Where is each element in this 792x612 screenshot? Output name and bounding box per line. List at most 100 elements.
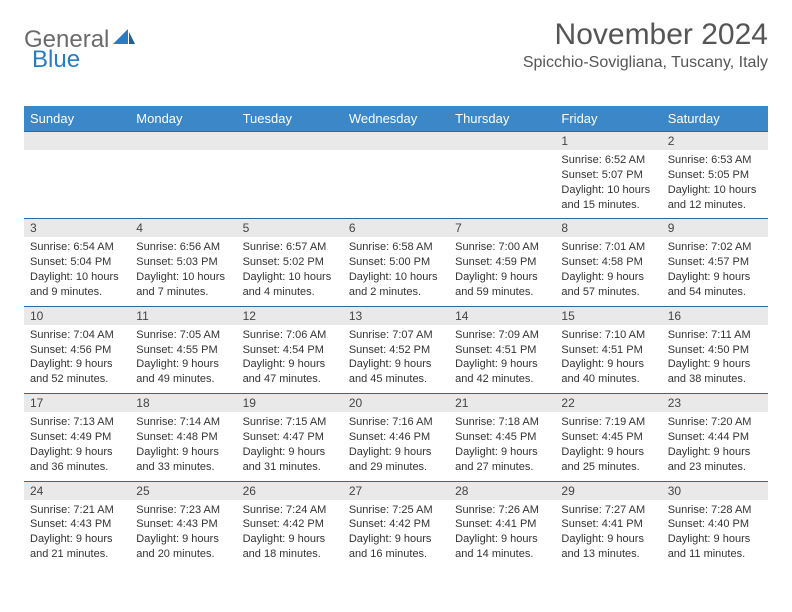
- day-content-cell: [449, 150, 555, 219]
- day-content-cell: Sunrise: 7:27 AMSunset: 4:41 PMDaylight:…: [555, 500, 661, 568]
- day-content-cell: Sunrise: 7:26 AMSunset: 4:41 PMDaylight:…: [449, 500, 555, 568]
- day-content-cell: Sunrise: 6:57 AMSunset: 5:02 PMDaylight:…: [237, 237, 343, 306]
- day-sr: Sunrise: 7:13 AM: [30, 415, 124, 430]
- day-d1: Daylight: 9 hours: [30, 532, 124, 547]
- day-number-cell: [343, 132, 449, 151]
- day-ss: Sunset: 4:47 PM: [243, 430, 337, 445]
- day-content-cell: Sunrise: 7:14 AMSunset: 4:48 PMDaylight:…: [130, 412, 236, 481]
- day-sr: Sunrise: 7:16 AM: [349, 415, 443, 430]
- day-number-cell: 5: [237, 219, 343, 238]
- title-block: November 2024 Spicchio-Sovigliana, Tusca…: [523, 18, 768, 72]
- day-ss: Sunset: 4:48 PM: [136, 430, 230, 445]
- day-content-cell: Sunrise: 6:56 AMSunset: 5:03 PMDaylight:…: [130, 237, 236, 306]
- header: General November 2024 Spicchio-Soviglian…: [24, 18, 768, 72]
- day-content-cell: [130, 150, 236, 219]
- day-d1: Daylight: 9 hours: [561, 270, 655, 285]
- day-sr: Sunrise: 6:58 AM: [349, 240, 443, 255]
- day-d1: Daylight: 9 hours: [668, 357, 762, 372]
- day-ss: Sunset: 4:43 PM: [136, 517, 230, 532]
- day-content-cell: Sunrise: 7:20 AMSunset: 4:44 PMDaylight:…: [662, 412, 768, 481]
- day-content-cell: Sunrise: 7:16 AMSunset: 4:46 PMDaylight:…: [343, 412, 449, 481]
- day-sr: Sunrise: 7:18 AM: [455, 415, 549, 430]
- day-number-cell: [130, 132, 236, 151]
- day-number-cell: 1: [555, 132, 661, 151]
- day-d2: and 49 minutes.: [136, 372, 230, 387]
- day-d2: and 14 minutes.: [455, 547, 549, 562]
- weekday-header: Saturday: [662, 106, 768, 132]
- day-d2: and 21 minutes.: [30, 547, 124, 562]
- day-number-cell: 8: [555, 219, 661, 238]
- day-number-cell: [449, 132, 555, 151]
- day-ss: Sunset: 4:44 PM: [668, 430, 762, 445]
- day-d1: Daylight: 10 hours: [136, 270, 230, 285]
- day-number-cell: 21: [449, 394, 555, 413]
- day-content-cell: Sunrise: 7:04 AMSunset: 4:56 PMDaylight:…: [24, 325, 130, 394]
- day-number-cell: 19: [237, 394, 343, 413]
- day-d2: and 13 minutes.: [561, 547, 655, 562]
- day-number-cell: 15: [555, 306, 661, 325]
- day-sr: Sunrise: 7:00 AM: [455, 240, 549, 255]
- day-content-row: Sunrise: 7:13 AMSunset: 4:49 PMDaylight:…: [24, 412, 768, 481]
- day-number-cell: 2: [662, 132, 768, 151]
- day-sr: Sunrise: 7:14 AM: [136, 415, 230, 430]
- logo-sail-icon: [113, 29, 135, 52]
- day-content-cell: Sunrise: 7:07 AMSunset: 4:52 PMDaylight:…: [343, 325, 449, 394]
- day-d1: Daylight: 10 hours: [30, 270, 124, 285]
- day-ss: Sunset: 4:56 PM: [30, 343, 124, 358]
- day-number-row: 17181920212223: [24, 394, 768, 413]
- day-sr: Sunrise: 7:21 AM: [30, 503, 124, 518]
- day-content-cell: Sunrise: 7:23 AMSunset: 4:43 PMDaylight:…: [130, 500, 236, 568]
- day-d1: Daylight: 9 hours: [349, 532, 443, 547]
- day-sr: Sunrise: 7:23 AM: [136, 503, 230, 518]
- day-d2: and 33 minutes.: [136, 460, 230, 475]
- day-d2: and 29 minutes.: [349, 460, 443, 475]
- day-sr: Sunrise: 7:09 AM: [455, 328, 549, 343]
- day-number-cell: 23: [662, 394, 768, 413]
- day-d1: Daylight: 9 hours: [668, 532, 762, 547]
- day-d2: and 11 minutes.: [668, 547, 762, 562]
- weekday-header: Tuesday: [237, 106, 343, 132]
- day-content-cell: Sunrise: 7:21 AMSunset: 4:43 PMDaylight:…: [24, 500, 130, 568]
- day-number-cell: 7: [449, 219, 555, 238]
- month-title: November 2024: [523, 18, 768, 52]
- day-number-cell: 3: [24, 219, 130, 238]
- day-number-cell: 20: [343, 394, 449, 413]
- day-number-cell: [24, 132, 130, 151]
- day-ss: Sunset: 5:02 PM: [243, 255, 337, 270]
- day-sr: Sunrise: 6:52 AM: [561, 153, 655, 168]
- day-d2: and 36 minutes.: [30, 460, 124, 475]
- day-d2: and 45 minutes.: [349, 372, 443, 387]
- day-d2: and 59 minutes.: [455, 285, 549, 300]
- day-ss: Sunset: 4:51 PM: [561, 343, 655, 358]
- day-number-row: 3456789: [24, 219, 768, 238]
- day-d1: Daylight: 9 hours: [136, 532, 230, 547]
- day-d1: Daylight: 9 hours: [455, 532, 549, 547]
- day-d2: and 42 minutes.: [455, 372, 549, 387]
- day-content-cell: [237, 150, 343, 219]
- logo-text-blue: Blue: [32, 46, 80, 73]
- weekday-header: Thursday: [449, 106, 555, 132]
- day-sr: Sunrise: 7:06 AM: [243, 328, 337, 343]
- day-ss: Sunset: 4:50 PM: [668, 343, 762, 358]
- day-content-cell: Sunrise: 7:18 AMSunset: 4:45 PMDaylight:…: [449, 412, 555, 481]
- day-ss: Sunset: 4:41 PM: [561, 517, 655, 532]
- day-content-cell: Sunrise: 7:06 AMSunset: 4:54 PMDaylight:…: [237, 325, 343, 394]
- day-number-cell: 17: [24, 394, 130, 413]
- day-d1: Daylight: 9 hours: [349, 445, 443, 460]
- day-ss: Sunset: 4:51 PM: [455, 343, 549, 358]
- day-d1: Daylight: 9 hours: [30, 357, 124, 372]
- day-sr: Sunrise: 6:54 AM: [30, 240, 124, 255]
- day-d2: and 38 minutes.: [668, 372, 762, 387]
- day-ss: Sunset: 4:40 PM: [668, 517, 762, 532]
- day-sr: Sunrise: 7:19 AM: [561, 415, 655, 430]
- day-sr: Sunrise: 7:04 AM: [30, 328, 124, 343]
- day-d2: and 12 minutes.: [668, 198, 762, 213]
- day-number-cell: 28: [449, 481, 555, 500]
- day-d1: Daylight: 9 hours: [668, 445, 762, 460]
- day-d2: and 25 minutes.: [561, 460, 655, 475]
- day-number-cell: [237, 132, 343, 151]
- day-number-cell: 26: [237, 481, 343, 500]
- day-d2: and 18 minutes.: [243, 547, 337, 562]
- day-d1: Daylight: 9 hours: [243, 357, 337, 372]
- day-number-cell: 30: [662, 481, 768, 500]
